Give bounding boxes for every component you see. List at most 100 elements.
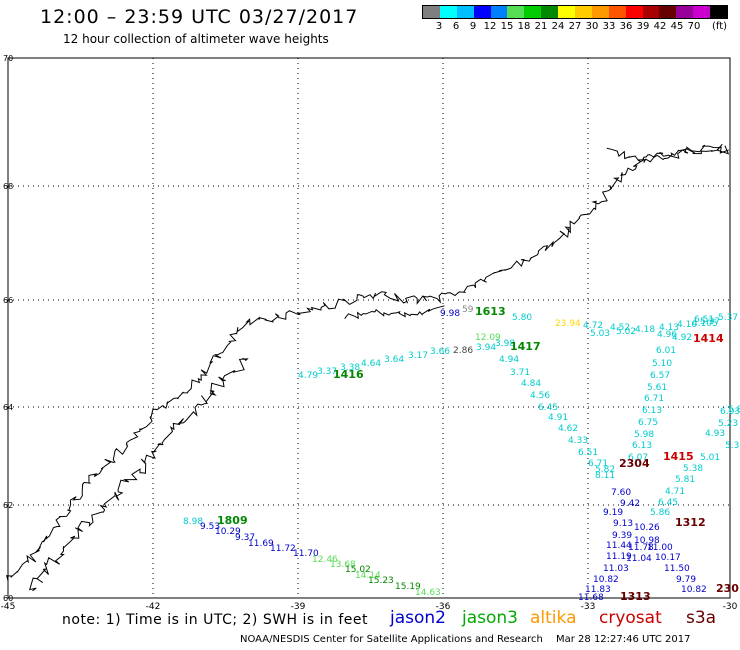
wave-height-value: 9.53 [200,522,220,532]
wave-height-value: 6.75 [638,418,658,428]
colorbar-swatch [541,6,559,18]
wave-height-value: 11.70 [293,549,319,559]
wave-height-value: 9.19 [603,508,623,518]
pass-time-label: 1313 [620,590,651,603]
wave-height-value: 6.13 [642,406,662,416]
graticule [8,58,730,598]
colorbar-tick-label: 12 [483,21,497,32]
colorbar-swatch [507,6,525,18]
colorbar-tick-label: 3 [435,21,443,32]
wave-height-value: 6.13 [632,441,652,451]
longitude-label: -33 [581,602,596,612]
footnote: note: 1) Time is in UTC; 2) SWH is in fe… [62,612,369,628]
wave-height-value: 5.37 [700,317,720,327]
colorbar-tick-label: 36 [619,21,633,32]
figure-subtitle: 12 hour collection of altimeter wave hei… [63,32,329,46]
wave-height-value: 11.04 [626,554,652,564]
wave-height-value: 9.42 [620,499,640,509]
wave-height-value: 3.94 [476,343,496,353]
colorbar-swatch [710,6,728,18]
colorbar-swatch [591,6,609,18]
colorbar-swatch [439,6,457,18]
colorbar-swatch [423,6,440,18]
wave-height-value: 11.19 [606,552,632,562]
latitude-label: 62 [3,501,13,510]
colorbar-tick-label: 39 [636,21,650,32]
wave-height-value: 11.50 [664,564,690,574]
colorbar-tick-label: 45 [670,21,684,32]
latitude-label: 64 [3,403,13,412]
wave-height-value: 6.51 [694,315,714,325]
wave-height-value: 11.03 [603,564,629,574]
wave-height-value: 4.93 [705,429,725,439]
longitude-label: -36 [436,602,451,612]
wave-height-value: 5.81 [675,475,695,485]
wave-height-value: 14.63 [415,588,441,598]
wave-height-value: 4.18 [635,325,655,335]
wave-height-value: 4.13 [659,323,679,333]
colorbar-unit: (ft) [712,21,728,32]
pass-time-label: 230 [716,582,739,595]
colorbar-swatch [575,6,592,18]
pass-time-label: 1613 [475,305,506,318]
longitude-label: -45 [1,602,16,612]
wave-height-value: 6.71 [644,394,664,404]
wave-height-value: 9.39 [612,531,632,541]
pass-time-label: 1312 [675,516,706,529]
wave-height-value: 11.68 [578,593,604,603]
wave-height-value: 59 [462,305,474,315]
wave-height-value: 5.8 [728,405,740,415]
colorbar-swatch [676,6,694,18]
wave-height-value: 5.37 [718,313,738,323]
wave-height-value: 6.03 [720,407,740,417]
colorbar-tick-label: 9 [469,21,477,32]
wave-height-value: 9.79 [676,575,696,585]
colorbar-swatch [490,6,508,18]
colorbar-swatch [524,6,542,18]
pass-time-label: 1417 [510,340,541,353]
colorbar-tick-label: 30 [585,21,599,32]
longitude-label: -30 [723,602,738,612]
latitude-label: 68 [3,182,13,191]
wave-height-value: 10.26 [634,523,660,533]
wave-height-value: 12.09 [475,333,501,343]
legend-altika: altika [530,608,577,628]
wave-height-value: 11.78 [628,543,654,553]
wave-height-value: 3.37 [317,367,337,377]
wave-height-value: 5.02 [616,327,636,337]
wave-height-value: 5.33 [725,441,740,451]
wave-height-value: 15.02 [345,565,371,575]
coastline-ammassalik [344,305,445,320]
legend-cryosat: cryosat [599,608,662,628]
latitude-label: 60 [3,594,13,603]
wave-height-value: 6.07 [628,453,648,463]
wave-height-value: 5.10 [652,359,672,369]
coastline-north [606,144,729,163]
wave-height-value: 10.82 [593,575,619,585]
wave-height-value: 12.46 [312,555,338,565]
pass-time-label: 2304 [619,457,650,470]
wave-height-value: 9.98 [440,309,460,319]
wave-height-value: 9.13 [613,519,633,529]
wave-height-value: 4.10 [677,320,697,330]
colorbar-tick-label: 6 [452,21,460,32]
wave-height-value: 4.94 [499,355,519,365]
wave-height-value: 4.56 [530,391,550,401]
wave-height-value: 13.68 [330,560,356,570]
footer-credit: NOAA/NESDIS Center for Satellite Applica… [240,634,543,645]
legend-jason3: jason3 [462,608,518,628]
figure-title: 12:00 – 23:59 UTC 03/27/2017 [40,6,359,28]
colorbar [422,5,728,19]
colorbar-tick-label: 42 [653,21,667,32]
colorbar-swatch [558,6,576,18]
axis-labels: 70 68 66 64 62 60-45 -42 -39 -36 -33 -30 [1,54,738,612]
map-frame [7,57,731,599]
wave-height-labels: 4.793.37 3.38 4.64 3.64 3.17 3.66 1416 9.98 59 5.… [183,305,740,603]
wave-height-value: 4.52 [610,323,630,333]
pass-time-label: 1415 [663,450,694,463]
wave-height-value: 8.98 [183,517,203,527]
wave-height-value: 5.61 [647,383,667,393]
colorbar-swatch [625,6,643,18]
